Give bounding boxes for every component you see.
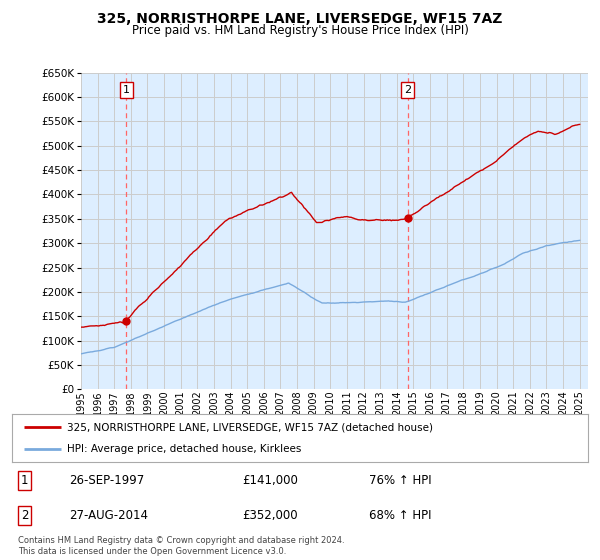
Text: HPI: Average price, detached house, Kirklees: HPI: Average price, detached house, Kirk… xyxy=(67,444,301,454)
Text: 325, NORRISTHORPE LANE, LIVERSEDGE, WF15 7AZ: 325, NORRISTHORPE LANE, LIVERSEDGE, WF15… xyxy=(97,12,503,26)
Text: 1: 1 xyxy=(21,474,28,487)
Text: £141,000: £141,000 xyxy=(242,474,298,487)
Text: 27-AUG-2014: 27-AUG-2014 xyxy=(70,508,149,522)
Text: 2: 2 xyxy=(404,85,411,95)
Text: Price paid vs. HM Land Registry's House Price Index (HPI): Price paid vs. HM Land Registry's House … xyxy=(131,24,469,36)
Text: 68% ↑ HPI: 68% ↑ HPI xyxy=(369,508,431,522)
Text: Contains HM Land Registry data © Crown copyright and database right 2024.
This d: Contains HM Land Registry data © Crown c… xyxy=(18,536,344,556)
Text: 2: 2 xyxy=(21,508,28,522)
Text: 1: 1 xyxy=(123,85,130,95)
Text: 26-SEP-1997: 26-SEP-1997 xyxy=(70,474,145,487)
Text: 76% ↑ HPI: 76% ↑ HPI xyxy=(369,474,432,487)
Text: £352,000: £352,000 xyxy=(242,508,298,522)
Text: 325, NORRISTHORPE LANE, LIVERSEDGE, WF15 7AZ (detached house): 325, NORRISTHORPE LANE, LIVERSEDGE, WF15… xyxy=(67,422,433,432)
